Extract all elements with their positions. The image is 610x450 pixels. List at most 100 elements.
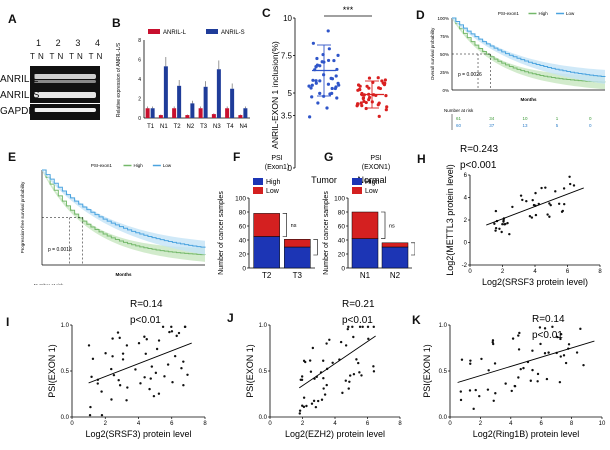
data-point [344,344,348,347]
lane-number: 3 [75,38,81,48]
data-point [111,355,114,358]
y-axis-label: PSI(EXON 1) [47,344,57,398]
data-point [311,41,315,45]
data-point [347,325,350,329]
x-tick-label: 2 [479,421,483,427]
km-curve-low [452,17,606,77]
data-point [491,341,494,344]
y-axis-label: Number of cancer samples [218,191,225,275]
legend-swatch [148,29,160,34]
data-point [314,65,318,69]
km-plot-e: p = 0.0018 PSI-exon1 High Low Progression-fr… [20,163,206,288]
data-point [358,325,362,329]
data-point [148,387,151,391]
y-axis-label: Progression-free survival probability [20,181,25,253]
data-point [170,325,173,329]
panel-j-label: J [227,311,234,325]
data-point [540,186,543,190]
data-point [504,382,507,385]
data-point [335,96,339,100]
data-point [508,232,511,236]
data-point [506,221,509,225]
y-tick-label: 0.0 [439,415,448,421]
data-point [327,47,331,51]
y-tick-label: 40 [239,238,247,245]
y-tick-label: 100 [334,196,345,203]
panel-j: J 0 2 4 6 8 0.0 0.5 1.0 R=0.21 p<0.01 Log2(EZH2) p… [215,295,410,445]
x-axis-label: Log2(EZH2) protein level [285,429,385,439]
data-point [348,380,351,384]
y-tick-label: 7.5 [281,52,293,61]
data-point [182,360,185,363]
lane-number: 2 [55,38,61,48]
data-point [349,374,352,377]
data-point [385,105,389,109]
panel-f: F 0 20 40 60 80 100 T2 T3 ns High Low PSI (Exon1) Num… [215,140,320,290]
data-point [325,342,328,345]
bar [211,114,216,118]
data-point [168,330,171,334]
y-tick-label: 8 [138,38,141,44]
panel-e: E p = 0.0018 PSI-exon1 High Low Progression-… [0,140,215,288]
risk-value: 37 [489,123,495,128]
y-tick-label: 4 [138,77,141,83]
bracket [313,239,318,256]
x-tick-label: Tumor [311,175,337,185]
data-point [511,337,515,340]
panel-d-label: D [416,8,425,22]
data-point [384,93,388,98]
data-point [171,381,174,384]
data-point [139,382,142,385]
data-point [567,343,571,346]
data-point [513,384,516,388]
data-point [469,362,472,365]
data-point [487,369,490,372]
x-tick-label: 8 [203,421,207,427]
data-point [177,331,181,335]
x-axis-label: Months [116,272,132,277]
risk-title: Number at risk [444,108,474,113]
data-point [163,375,166,378]
data-point [89,405,92,409]
y-tick-label: 75% [440,34,449,39]
y-tick-label: 0.5 [259,369,268,375]
x-tick-label: T2 [174,124,182,130]
data-point [339,340,343,344]
data-point [494,209,498,213]
data-point [503,223,506,226]
y-tick-label: 0 [464,241,468,247]
scatter-k: 0 2 4 6 8 10 0.0 0.5 1.0 R=0.14 p<0.01 Log2(Ring1B)… [422,314,606,439]
data-point [325,383,328,387]
data-point [126,386,129,389]
r-value: R=0.14 [130,299,163,310]
legend-label: Low [266,188,280,195]
legend-title: PSI-exon1 [91,163,113,168]
y-tick-label: 6 [464,173,468,179]
data-point [364,106,368,111]
bar-high [381,246,409,269]
risk-value: 0 [589,123,592,128]
bar [216,69,221,118]
data-point [543,327,547,330]
data-point [376,103,380,107]
data-point [304,360,307,364]
data-point [519,194,523,197]
bracket [282,213,287,237]
data-point [145,338,148,341]
y-axis-label: PSI(EXON 1) [422,344,432,398]
data-point [326,82,331,86]
bar [145,108,150,118]
y-tick-label: 80 [239,210,247,217]
legend-label: High [134,163,144,168]
data-point [364,100,368,105]
x-tick-label: T3 [293,271,303,280]
panel-h-label: H [417,152,426,166]
data-point [367,337,370,341]
x-tick-label: 8 [398,421,402,427]
data-point [534,191,537,195]
data-point [308,115,312,119]
lane-numbers: 1 2 3 4 [36,38,100,48]
x-tick-label: 6 [566,269,570,275]
data-point [301,404,304,407]
